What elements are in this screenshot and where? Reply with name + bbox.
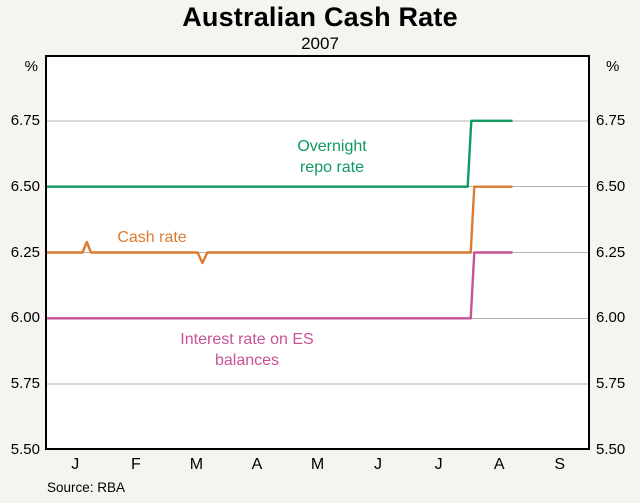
x-month-label: A	[251, 456, 263, 473]
y-tick-label-left: 5.50	[10, 441, 40, 458]
x-month-label: A	[493, 456, 505, 473]
series-line-interest-rate-on-es-balances	[45, 251, 513, 320]
y-tick-label-right: 6.50	[596, 177, 626, 195]
x-month-label: J	[71, 456, 80, 473]
y-tick-label-right: 5.75	[596, 375, 626, 393]
x-month-label: M	[310, 456, 325, 473]
y-tick-label-right: 6.25	[596, 243, 626, 261]
series-line-overnight-repo-rate	[45, 119, 513, 188]
y-tick-label-left: 5.75	[10, 375, 40, 393]
x-month-label: F	[130, 456, 141, 473]
y-tick-label-right: 6.00	[596, 309, 626, 327]
annotation-es-balances: Interest rate on ES balances	[180, 331, 314, 369]
plot-area	[45, 55, 590, 450]
y-tick-label-right: 6.75	[596, 111, 626, 129]
series-line-cash-rate	[45, 185, 513, 265]
x-month-label: J	[434, 456, 443, 473]
source-note: Source: RBA	[47, 480, 126, 495]
y-axis-unit-right: %	[606, 58, 620, 75]
x-month-label: J	[374, 456, 383, 473]
x-month-label: M	[189, 456, 204, 473]
y-tick-label-left: 6.25	[10, 243, 40, 261]
annotation-cash-rate: Cash rate	[117, 229, 187, 246]
y-tick-label-left: 6.75	[10, 111, 40, 129]
chart-title: Australian Cash Rate	[182, 2, 458, 32]
y-tick-label-left: 6.50	[10, 177, 40, 195]
chart-subtitle: 2007	[301, 34, 339, 53]
y-axis-unit-left: %	[24, 58, 38, 75]
x-month-label: S	[554, 456, 566, 473]
plot-frame	[45, 55, 590, 450]
annotation-overnight-repo-rate: Overnight repo rate	[297, 138, 367, 176]
y-tick-label-left: 6.00	[10, 309, 40, 327]
y-tick-label-right: 5.50	[596, 441, 626, 458]
